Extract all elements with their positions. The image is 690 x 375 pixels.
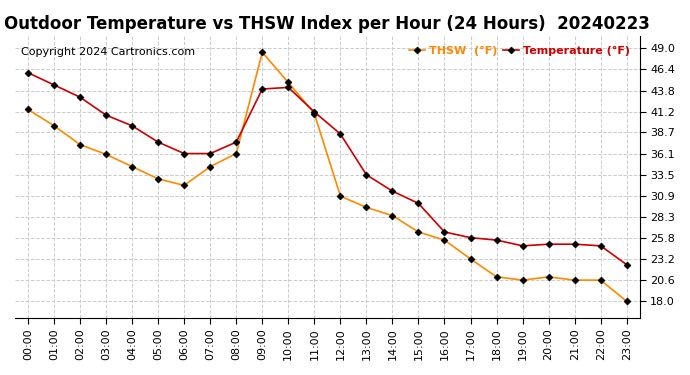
THSW  (°F) [362,205,371,210]
Text: Copyright 2024 Cartronics.com: Copyright 2024 Cartronics.com [21,47,195,57]
THSW  (°F) [571,278,579,282]
THSW  (°F) [310,111,319,116]
THSW  (°F) [154,177,162,181]
Temperature (°F) [544,242,553,246]
Temperature (°F) [232,140,240,144]
Temperature (°F) [493,238,501,242]
Title: Outdoor Temperature vs THSW Index per Hour (24 Hours)  20240223: Outdoor Temperature vs THSW Index per Ho… [4,15,650,33]
Temperature (°F) [154,140,162,144]
Temperature (°F) [362,172,371,177]
THSW  (°F) [258,50,266,54]
Line: THSW  (°F): THSW (°F) [26,50,629,304]
Temperature (°F) [597,244,605,248]
Temperature (°F) [414,201,422,206]
THSW  (°F) [180,183,188,188]
THSW  (°F) [206,164,215,169]
Temperature (°F) [518,244,526,248]
THSW  (°F) [128,164,136,169]
Temperature (°F) [50,83,58,87]
THSW  (°F) [76,142,84,147]
THSW  (°F) [440,238,449,242]
THSW  (°F) [597,278,605,282]
THSW  (°F) [336,194,344,198]
THSW  (°F) [518,278,526,282]
Line: Temperature (°F): Temperature (°F) [26,70,629,267]
THSW  (°F) [414,230,422,234]
THSW  (°F) [24,107,32,112]
THSW  (°F) [102,152,110,157]
Temperature (°F) [336,132,344,136]
Temperature (°F) [76,95,84,99]
Temperature (°F) [571,242,579,246]
THSW  (°F) [466,256,475,261]
Temperature (°F) [284,85,293,90]
THSW  (°F) [544,274,553,279]
Temperature (°F) [622,262,631,267]
Temperature (°F) [206,151,215,156]
THSW  (°F) [232,151,240,156]
Temperature (°F) [180,151,188,156]
Temperature (°F) [388,189,397,194]
Temperature (°F) [440,230,449,234]
Temperature (°F) [258,87,266,91]
THSW  (°F) [493,274,501,279]
THSW  (°F) [388,213,397,218]
Legend: THSW  (°F), Temperature (°F): THSW (°F), Temperature (°F) [404,42,634,60]
Temperature (°F) [466,236,475,240]
Temperature (°F) [128,123,136,128]
THSW  (°F) [622,299,631,304]
Temperature (°F) [102,113,110,117]
Temperature (°F) [24,70,32,75]
THSW  (°F) [284,80,293,85]
THSW  (°F) [50,123,58,128]
Temperature (°F) [310,110,319,114]
